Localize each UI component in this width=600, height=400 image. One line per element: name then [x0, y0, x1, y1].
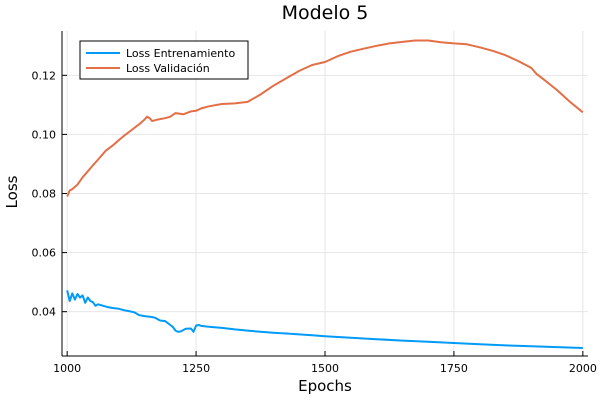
x-tick-label-3: 1750	[440, 362, 468, 375]
y-tick-label-0: 0.04	[32, 306, 57, 319]
series-line-1	[66, 39, 584, 197]
y-tick-label-3: 0.10	[32, 128, 57, 141]
y-axis-title: Loss	[3, 175, 21, 208]
series-layer	[66, 39, 584, 349]
y-tick-label-2: 0.08	[32, 188, 57, 201]
x-ticks: 1000 1250 1500 1750 2000	[53, 351, 597, 375]
legend-label-1: Loss Validación	[126, 62, 210, 75]
legend-box	[79, 40, 249, 80]
chart-title: Modelo 5	[282, 2, 369, 24]
x-tick-label-1: 1250	[182, 362, 210, 375]
y-tick-label-4: 0.12	[32, 69, 57, 82]
x-tick-label-4: 2000	[569, 362, 597, 375]
grid	[62, 31, 588, 356]
y-ticks: 0.04 0.06 0.08 0.10 0.12	[32, 69, 67, 319]
x-tick-label-0: 1000	[53, 362, 81, 375]
legend: Loss Entrenamiento Loss Validación	[79, 40, 249, 80]
x-axis-title: Epochs	[298, 377, 352, 395]
series-line-0	[66, 290, 583, 349]
y-tick-label-1: 0.06	[32, 247, 57, 260]
legend-label-0: Loss Entrenamiento	[126, 47, 235, 60]
x-tick-label-2: 1500	[311, 362, 339, 375]
